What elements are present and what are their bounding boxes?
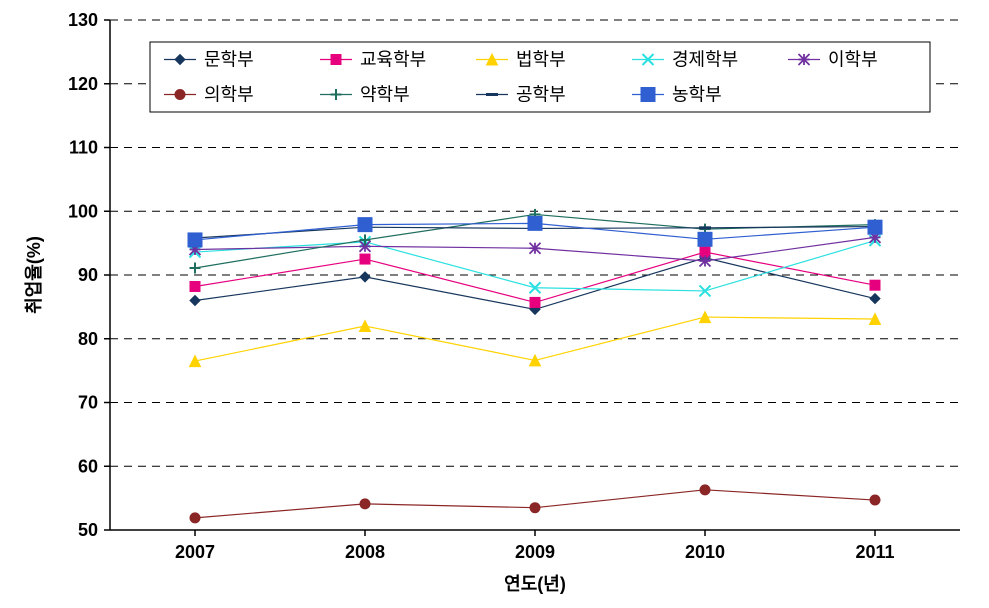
x-tick-label: 2010 [685,542,725,562]
legend-label: 문학부 [204,50,254,70]
y-tick-label: 50 [78,520,98,540]
legend-label: 농학부 [672,85,722,105]
legend-label: 의학부 [204,85,254,105]
legend-label: 약학부 [360,85,410,105]
x-tick-label: 2011 [855,542,894,562]
y-tick-label: 80 [78,329,98,349]
y-tick-label: 130 [68,10,98,30]
chart-svg: 50 60 70 80 90 100 110 120 130 2007 2008 2009 2010 20… [0,0,989,608]
legend-label: 법학부 [516,50,566,70]
x-axis-label: 연도(년) [504,574,566,594]
legend-item: 농학부 [632,85,722,105]
y-axis-label: 취업율(%) [24,236,44,314]
legend-label: 이학부 [828,50,878,70]
x-tick-label: 2009 [515,542,555,562]
employment-rate-chart: 50 60 70 80 90 100 110 120 130 2007 2008 2009 2010 20… [0,0,989,608]
y-tick-label: 90 [78,265,98,285]
y-tick-label: 70 [78,393,98,413]
y-tick-label: 60 [78,456,98,476]
x-tick-label: 2008 [345,542,385,562]
legend-label: 교육학부 [360,50,426,70]
y-tick-label: 110 [69,138,98,158]
legend-label: 공학부 [516,85,566,105]
y-tick-label: 100 [68,201,98,221]
legend-label: 경제학부 [672,50,738,70]
x-tick-label: 2007 [175,542,215,562]
y-tick-label: 120 [68,74,98,94]
